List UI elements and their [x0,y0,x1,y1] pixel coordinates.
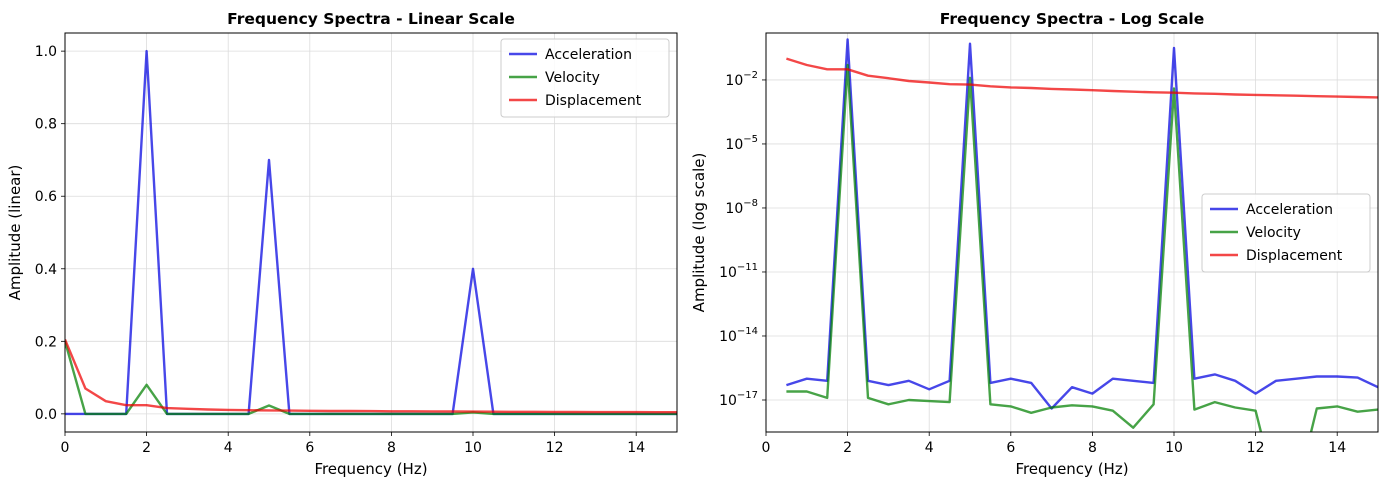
series-line-displacement [786,57,1378,99]
series-lines [786,38,1378,432]
x-tick-label: 12 [546,440,564,456]
chart-title: Frequency Spectra - Linear Scale [227,10,515,28]
y-tick-exponent: −14 [737,326,758,337]
legend-label-velocity: Velocity [1246,225,1301,241]
x-tick-label: 2 [142,440,151,456]
y-tick-label: 10−8 [725,198,758,217]
y-tick-exponent: −2 [743,70,758,81]
y-tick-base: 10 [725,73,743,89]
legend: Acceleration Velocity Displacement [1201,193,1371,273]
y-tick-label: 0.6 [35,189,57,205]
x-tick-label: 12 [1247,440,1265,456]
y-axis-label: Amplitude (log scale) [690,153,708,313]
y-tick-label: 0.2 [35,334,57,350]
y-tick-base: 10 [719,393,737,409]
y-tick-base: 10 [725,137,743,153]
x-tick-label: 8 [387,440,396,456]
chart-title: Frequency Spectra - Log Scale [940,10,1204,28]
chart-panel-1: 0 2 4 6 8 10 12 14 0.0 0.2 0.4 0.6 0.8 1.0 Frequency S… [6,10,678,478]
x-tick-label: 14 [1328,440,1346,456]
y-tick-label: 10−17 [719,390,758,409]
y-tick-exponent: −8 [743,198,758,209]
x-tick-label: 6 [1006,440,1015,456]
x-tick-label: 8 [1088,440,1097,456]
x-tick-label: 2 [843,440,852,456]
chart-panel-2: 0 2 4 6 8 10 12 1410−210−510−810−1110−1410−17Fr… [690,10,1379,478]
legend-label-acceleration: Acceleration [545,47,632,63]
y-axis-label: Amplitude (linear) [6,165,24,301]
series-line-velocity [65,340,677,416]
y-tick-label: 0.0 [35,407,57,423]
legend-label-acceleration: Acceleration [1246,202,1333,218]
x-tick-label: 0 [61,440,70,456]
legend-label-displacement: Displacement [1246,248,1343,264]
series-line-velocity [786,63,1378,432]
plot-frame [64,32,678,433]
y-tick-exponent: −17 [737,390,758,401]
legend-box [1201,193,1371,273]
x-tick-label: 6 [305,440,314,456]
series-line-acceleration [786,38,1378,410]
x-tick-label: 0 [762,440,771,456]
x-axis-label: Frequency (Hz) [314,460,427,478]
y-tick-base: 10 [719,329,737,345]
y-tick-label: 10−14 [719,326,758,345]
x-tick-label: 10 [464,440,482,456]
legend-label-velocity: Velocity [545,70,600,86]
y-tick-label: 10−5 [725,134,758,153]
y-tick-base: 10 [725,201,743,217]
legend-label-displacement: Displacement [545,93,642,109]
plot-frame [765,32,1379,433]
y-tick-label: 1.0 [35,44,57,60]
y-tick-label: 10−11 [719,262,758,281]
y-tick-exponent: −5 [743,134,758,145]
y-tick-label: 10−2 [725,70,758,89]
legend-box [500,38,670,118]
series-line-displacement [65,339,677,414]
y-tick-label: 0.4 [35,262,57,278]
series-lines [65,49,677,416]
y-tick-label: 0.8 [35,117,57,133]
x-tick-label: 10 [1165,440,1183,456]
x-tick-label: 14 [627,440,645,456]
x-tick-label: 4 [224,440,233,456]
y-tick-base: 10 [719,265,737,281]
y-tick-exponent: −11 [737,262,758,273]
legend: Acceleration Velocity Displacement [500,38,670,118]
x-tick-label: 4 [925,440,934,456]
x-axis-label: Frequency (Hz) [1015,460,1128,478]
